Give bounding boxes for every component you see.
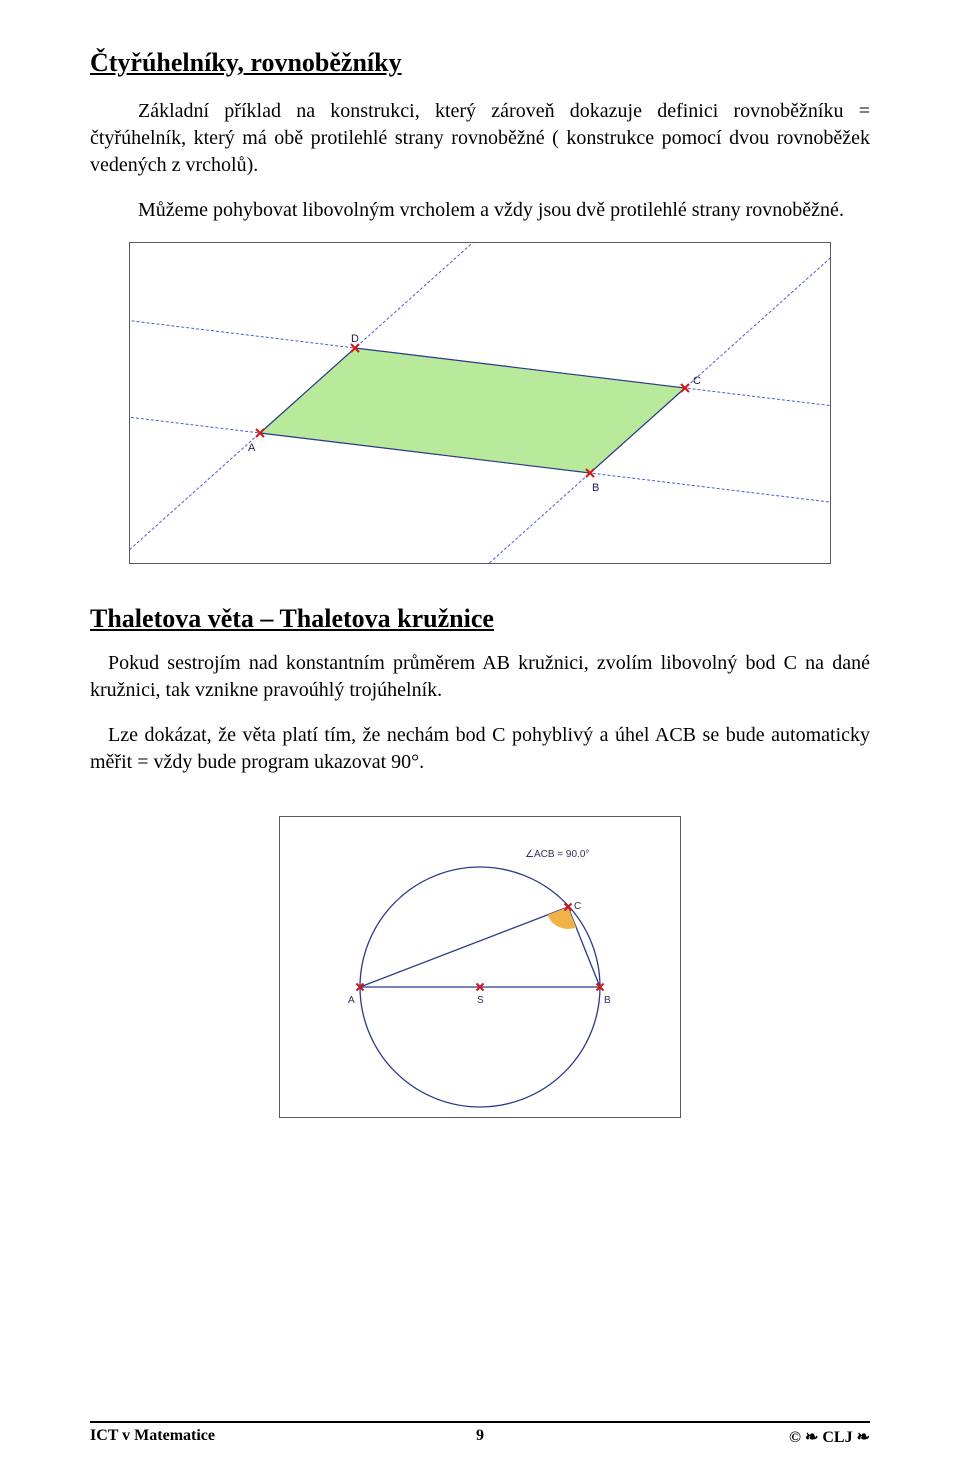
footer-page: 9 [350,1427,610,1447]
svg-text:∠ACB = 90.0°: ∠ACB = 90.0° [525,849,589,860]
page: Čtyřúhelníky, rovnoběžníky Základní přík… [0,0,960,1477]
footer-left: ICT v Matematice [90,1427,350,1447]
paragraph-3: Pokud sestrojím nad konstantním průměrem… [90,650,870,704]
svg-text:B: B [604,995,611,1006]
svg-text:A: A [248,442,256,454]
figure-thales: A B S C ∠ACB = 90.0° [279,816,681,1118]
footer-right: © ❧ CLJ ❧ [610,1427,870,1447]
paragraph-2: Můžeme pohybovat libovolným vrcholem a v… [90,197,870,224]
heading-quadrilaterals: Čtyřúhelníky, rovnoběžníky [90,48,870,78]
svg-text:C: C [574,901,581,912]
parallelogram-svg: A B C D [130,243,830,563]
thales-svg: A B S C ∠ACB = 90.0° [280,817,680,1117]
svg-text:B: B [592,482,599,494]
svg-text:S: S [477,995,484,1006]
paragraph-4: Lze dokázat, že věta platí tím, že nechá… [90,722,870,776]
svg-text:A: A [348,995,355,1006]
svg-text:C: C [693,375,701,387]
heading-thales: Thaletova věta – Thaletova kružnice [90,604,870,634]
footer: ICT v Matematice 9 © ❧ CLJ ❧ [90,1421,870,1447]
svg-text:D: D [351,333,359,345]
figure-parallelogram: A B C D [129,242,831,564]
paragraph-1: Základní příklad na konstrukci, který zá… [90,98,870,179]
